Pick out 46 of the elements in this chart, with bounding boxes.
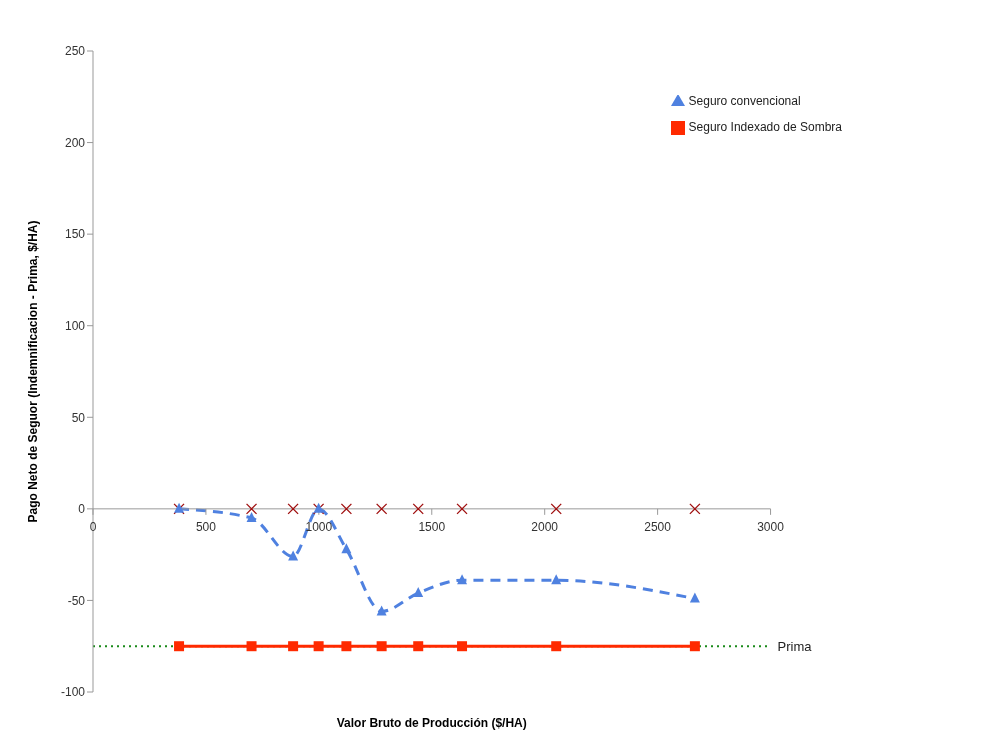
point — [375, 503, 388, 515]
point — [456, 503, 468, 515]
x-tick-label: 0 — [89, 519, 97, 534]
x-tick-label: 1500 — [418, 519, 446, 534]
point — [245, 503, 258, 515]
point — [550, 503, 562, 515]
point — [313, 641, 324, 652]
ref-line-label: Prima — [777, 638, 813, 654]
y-tick-label: 50 — [71, 410, 86, 425]
x-axis-title: Valor Bruto de Producción ($/HA) — [336, 716, 527, 730]
legend-label: Seguro convencional — [688, 94, 801, 108]
legend-label: Seguro Indexado de Sombra — [688, 120, 842, 134]
point — [174, 641, 185, 652]
point — [689, 641, 700, 652]
y-tick-label: -100 — [60, 685, 86, 700]
point — [413, 641, 424, 652]
point — [288, 641, 299, 652]
x-tick-label: 2500 — [644, 519, 672, 534]
point — [689, 503, 701, 515]
point — [341, 543, 352, 554]
point — [457, 574, 468, 585]
point — [246, 641, 257, 652]
x-tick-label: 1000 — [305, 519, 333, 534]
point — [457, 641, 468, 652]
point — [689, 592, 700, 603]
point — [376, 641, 387, 652]
point — [288, 550, 299, 561]
point — [246, 512, 257, 523]
point — [413, 587, 424, 598]
y-tick-label: -50 — [67, 593, 86, 608]
y-tick-label: 200 — [64, 135, 86, 150]
y-axis-title: Pago Neto de Seguor (Indemnificacion - Prima, $/HA) — [26, 220, 41, 523]
y-tick-label: 150 — [64, 227, 86, 242]
y-tick-label: 0 — [78, 502, 86, 517]
x-tick-label: 500 — [195, 519, 217, 534]
x-tick-label: 3000 — [757, 519, 785, 534]
y-tick-label: 100 — [64, 318, 86, 333]
point — [341, 641, 352, 652]
y-tick-label: 250 — [64, 44, 86, 59]
point — [551, 574, 562, 585]
point — [551, 641, 562, 652]
point — [287, 503, 299, 515]
point — [376, 605, 387, 616]
point — [412, 503, 424, 515]
point — [340, 503, 353, 515]
x-tick-label: 2000 — [531, 519, 559, 534]
